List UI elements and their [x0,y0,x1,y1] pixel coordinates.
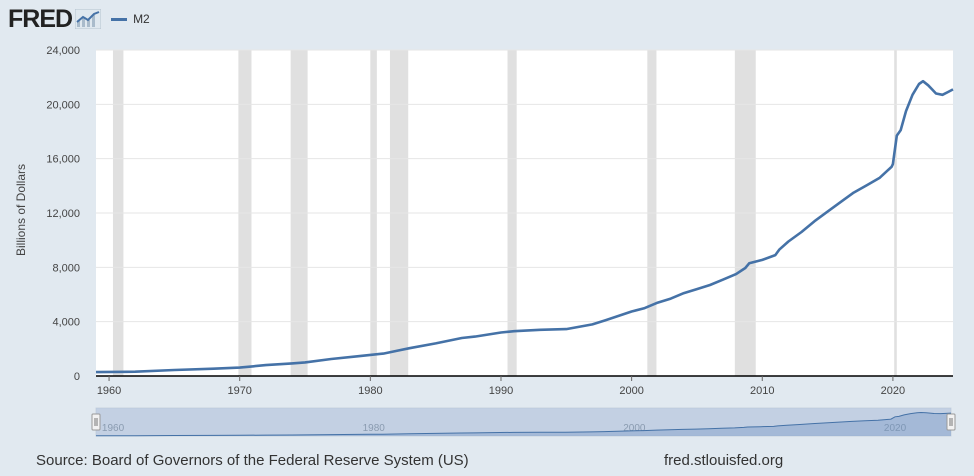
y-tick-label: 0 [74,371,80,383]
chart-header: FRED M2 [8,4,150,34]
series-line-m2[interactable] [95,79,954,374]
x-tick-label: 1980 [358,385,382,397]
x-axis: 1960 1970 1980 1990 2000 2010 2020 [97,376,905,397]
navigator-right-handle[interactable] [946,413,956,431]
x-tick-label: 2020 [881,385,905,397]
gridlines [96,49,953,323]
y-tick-label: 12,000 [46,208,80,220]
y-axis: 0 4,000 8,000 12,000 16,000 20,000 24,000 [46,45,80,383]
legend-swatch [111,17,128,21]
y-tick-label: 4,000 [52,317,80,329]
site-link[interactable]: fred.stlouisfed.org [664,452,784,469]
fred-logo[interactable]: FRED [8,4,73,33]
series-layer [95,79,954,374]
x-tick-label: 2010 [750,385,774,397]
navigator-label: 1960 [102,423,125,434]
y-tick-label: 24,000 [46,45,80,57]
y-tick-label: 8,000 [52,262,80,274]
navigator-left-handle[interactable] [91,413,101,431]
legend[interactable]: M2 [111,12,150,26]
x-tick-label: 2000 [619,385,643,397]
fred-chart-icon [75,9,102,29]
source-note: Source: Board of Governors of the Federa… [36,452,469,469]
y-axis-label: Billions of Dollars [14,164,28,256]
navigator-label: 2000 [623,423,646,434]
chart: 0 4,000 8,000 12,000 16,000 20,000 24,000 1960… [14,45,956,437]
navigator-label: 2020 [884,423,907,434]
x-tick-label: 1970 [227,385,251,397]
y-tick-label: 16,000 [46,154,80,166]
y-tick-label: 20,000 [46,99,80,111]
legend-label: M2 [133,12,150,26]
navigator-label: 1980 [363,423,386,434]
x-tick-label: 1990 [489,385,513,397]
navigator-labels: 1960 1980 2000 2020 [102,423,907,434]
navigator-series-line [96,411,952,437]
navigator-series-area [96,412,951,436]
x-tick-label: 1960 [97,385,121,397]
navigator-selection[interactable] [96,408,951,436]
navigator[interactable]: 1960 1980 2000 2020 [91,407,956,437]
